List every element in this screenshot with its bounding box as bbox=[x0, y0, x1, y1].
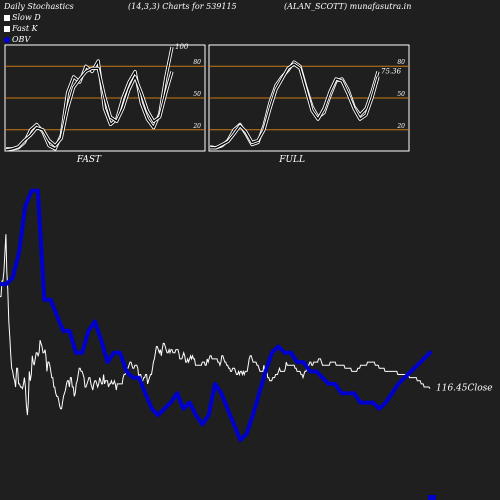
legend-swatch-slow-d bbox=[4, 15, 10, 21]
fast-panel-title: FAST bbox=[76, 155, 102, 165]
full-panel-title: FULL bbox=[278, 155, 305, 165]
legend-label-fast-k: Fast K bbox=[12, 24, 38, 33]
legend-item-obv: OBV bbox=[4, 35, 30, 44]
fast-end-value-label: 100 bbox=[175, 43, 189, 51]
full-tick-label-50: 50 bbox=[397, 91, 405, 98]
legend-swatch-obv bbox=[4, 37, 10, 43]
header-source-title: (ALAN_SCOTT) munafasutra.in bbox=[284, 2, 412, 11]
full-tick-label-20: 20 bbox=[396, 123, 405, 130]
fast-tick-label-80: 80 bbox=[193, 59, 201, 66]
fast-series-1-line bbox=[5, 67, 173, 151]
full-end-value-label: 75.36 bbox=[381, 68, 402, 76]
close-price-label: 116.45Close bbox=[436, 384, 493, 394]
full-tick-label-80: 80 bbox=[397, 59, 405, 66]
header-indicator-title: Daily Stochastics bbox=[4, 2, 74, 11]
obv-end-marker bbox=[428, 495, 436, 500]
full-series-1-line bbox=[210, 63, 379, 149]
legend-swatch-fast-k bbox=[4, 26, 10, 32]
header-params-title: (14,3,3) Charts for 539115 bbox=[128, 2, 237, 11]
obv-line bbox=[0, 188, 432, 442]
close-price-line bbox=[0, 234, 431, 416]
legend-label-slow-d: Slow D bbox=[12, 13, 41, 22]
legend-item-fast-k: Fast K bbox=[4, 24, 38, 33]
fast-tick-label-20: 20 bbox=[192, 123, 201, 130]
fast-tick-label-50: 50 bbox=[193, 91, 201, 98]
legend-item-slow-d: Slow D bbox=[4, 13, 41, 22]
legend-label-obv: OBV bbox=[12, 35, 31, 44]
